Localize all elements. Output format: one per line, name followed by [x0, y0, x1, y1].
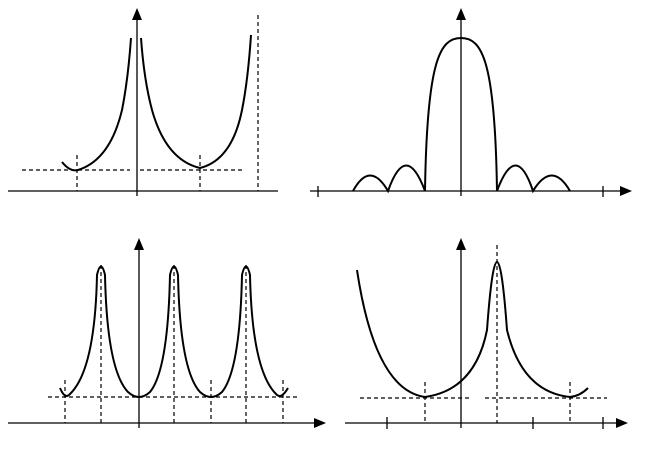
panel-bottom-left [8, 238, 326, 428]
side-lobes [352, 164, 426, 194]
arrow [620, 186, 632, 196]
curve [356, 260, 589, 399]
curve [61, 37, 132, 172]
main-lobe [424, 36, 498, 192]
arrow [456, 238, 466, 250]
arrow [314, 418, 326, 428]
arrow [132, 8, 142, 20]
side-lobes [496, 164, 571, 194]
arrow [616, 418, 628, 428]
panel-bottom-right [345, 238, 628, 429]
curve [140, 34, 252, 170]
arrow [134, 238, 144, 250]
panel-top-right [310, 8, 632, 197]
arrow [456, 8, 466, 20]
panel-top-left [8, 8, 278, 196]
